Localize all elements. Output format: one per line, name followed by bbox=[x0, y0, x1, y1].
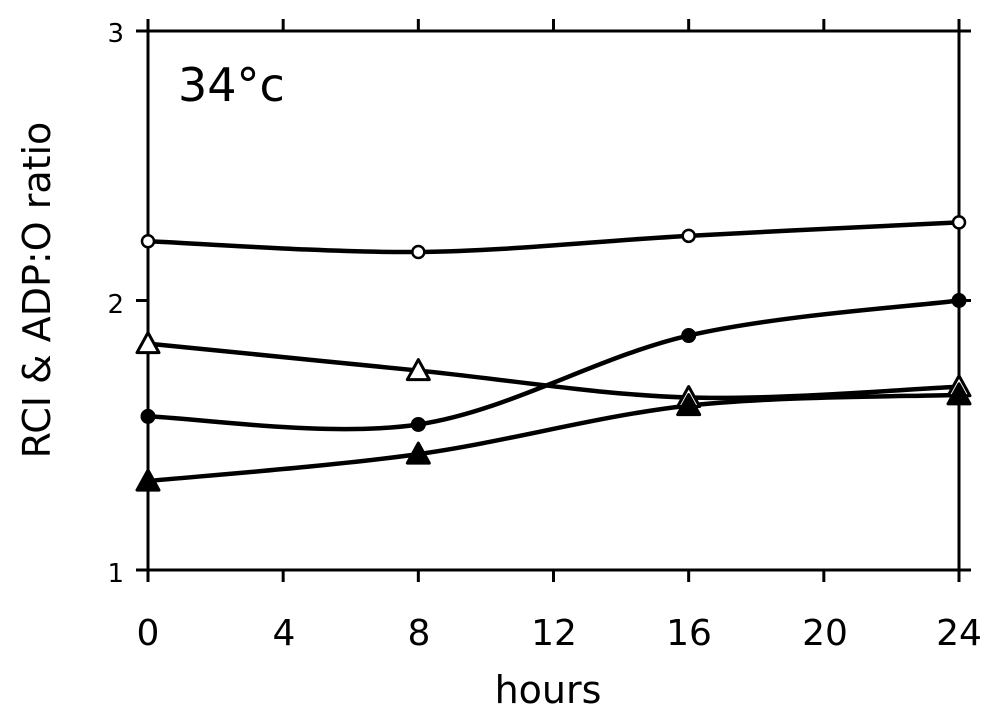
series-line-filled-triangle bbox=[145, 392, 962, 484]
marker-open-triangle-0h bbox=[135, 331, 161, 355]
marker-filled-circle-0h bbox=[140, 408, 156, 424]
x-tick-label-12: 12 bbox=[531, 613, 577, 654]
marker-open-circle-0h bbox=[140, 233, 156, 249]
y-axis-label: RCI & ADP:O ratio bbox=[15, 122, 59, 459]
y-tick-label-3: 3 bbox=[107, 19, 124, 49]
series-line-open-triangle bbox=[145, 341, 962, 401]
x-tick-label-20: 20 bbox=[802, 613, 848, 654]
marker-filled-triangle-24h bbox=[946, 382, 972, 406]
marker-filled-triangle-16h bbox=[676, 393, 702, 417]
temperature-annotation: 34°c bbox=[178, 58, 285, 112]
series-line-filled-circle bbox=[145, 298, 962, 432]
marker-open-triangle-8h bbox=[405, 358, 431, 382]
marker-filled-triangle-8h bbox=[405, 441, 431, 465]
marker-open-circle-8h bbox=[411, 244, 426, 260]
x-axis-label: hours bbox=[495, 668, 602, 712]
series-line-open-circle bbox=[145, 220, 962, 255]
marker-filled-triangle-0h bbox=[135, 468, 161, 492]
series-markers bbox=[135, 215, 972, 492]
y-tick-label-2: 2 bbox=[107, 290, 124, 320]
marker-filled-circle-16h bbox=[681, 328, 697, 344]
axis-ticks bbox=[136, 19, 971, 582]
marker-open-circle-16h bbox=[681, 228, 696, 244]
x-tick-label-8: 8 bbox=[408, 613, 431, 654]
y-tick-label-1: 1 bbox=[107, 559, 124, 589]
x-tick-label-4: 4 bbox=[273, 613, 296, 654]
series-lines bbox=[145, 220, 962, 484]
marker-filled-circle-24h bbox=[951, 293, 967, 308]
marker-filled-circle-8h bbox=[410, 416, 426, 432]
x-tick-label-16: 16 bbox=[666, 613, 712, 654]
x-tick-label-24: 24 bbox=[936, 613, 982, 654]
marker-open-circle-24h bbox=[951, 215, 967, 230]
x-tick-label-0: 0 bbox=[137, 613, 160, 654]
